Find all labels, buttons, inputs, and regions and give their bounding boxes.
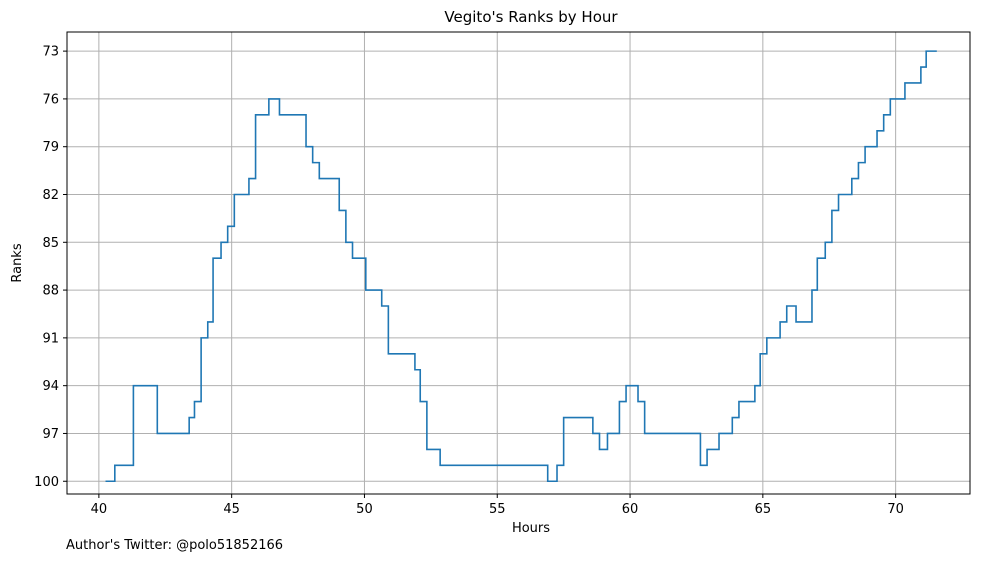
rank-step-line: [105, 50, 937, 483]
chart-title: Vegito's Ranks by Hour: [444, 8, 618, 26]
y-tick-label: 97: [42, 427, 59, 442]
y-tick-label: 79: [42, 140, 59, 155]
y-tick-label: 73: [42, 45, 59, 60]
y-tick-label: 82: [42, 188, 59, 203]
y-tick-label: 85: [42, 236, 59, 251]
y-tick-label: 88: [42, 284, 59, 299]
x-axis-label: Hours: [512, 521, 550, 536]
x-axis-ticks: 40 45 50 55 60 65 70: [91, 494, 904, 517]
y-tick-label: 100: [34, 475, 59, 490]
author-credit: Author's Twitter: @polo51852166: [66, 538, 284, 553]
grid-lines: [67, 32, 970, 494]
x-tick-label: 65: [755, 502, 772, 517]
y-tick-label: 76: [42, 92, 59, 107]
plot-frame: [66, 31, 971, 495]
y-axis-ticks: 73 76 79 82 85 88 91 94 97 100: [34, 45, 67, 490]
y-tick-label: 91: [42, 331, 59, 346]
x-tick-label: 45: [223, 502, 240, 517]
x-tick-label: 60: [622, 502, 639, 517]
y-tick-label: 94: [42, 379, 59, 394]
x-tick-label: 70: [887, 502, 904, 517]
x-tick-label: 55: [489, 502, 506, 517]
x-tick-label: 40: [91, 502, 108, 517]
x-tick-label: 50: [356, 502, 373, 517]
y-axis-label: Ranks: [10, 243, 25, 282]
